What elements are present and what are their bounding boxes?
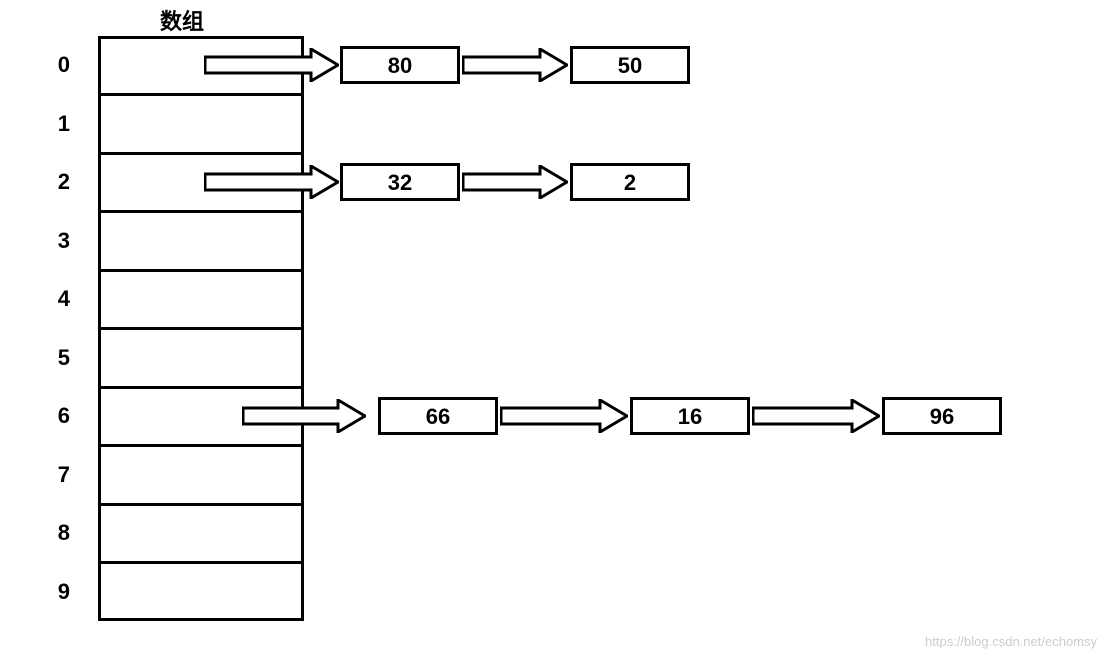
array-divider bbox=[98, 444, 304, 447]
index-label-4: 4 bbox=[40, 286, 70, 312]
list-node: 32 bbox=[340, 163, 460, 201]
list-node: 16 bbox=[630, 397, 750, 435]
index-label-7: 7 bbox=[40, 462, 70, 488]
watermark-text: https://blog.csdn.net/echomsy bbox=[925, 634, 1097, 649]
array-divider bbox=[98, 503, 304, 506]
diagram-container: 数组 0 1 2 3 4 5 6 7 8 9 80 50 32 2 66 16 96 https://blog… bbox=[0, 0, 1107, 657]
list-node: 66 bbox=[378, 397, 498, 435]
array-divider bbox=[98, 561, 304, 564]
index-label-1: 1 bbox=[40, 111, 70, 137]
index-label-2: 2 bbox=[40, 169, 70, 195]
index-label-6: 6 bbox=[40, 403, 70, 429]
list-node: 2 bbox=[570, 163, 690, 201]
array-divider bbox=[98, 210, 304, 213]
array-divider bbox=[98, 327, 304, 330]
index-label-8: 8 bbox=[40, 520, 70, 546]
pointer-arrow bbox=[500, 399, 628, 433]
array-divider bbox=[98, 386, 304, 389]
array-title: 数组 bbox=[160, 4, 204, 36]
array-divider bbox=[98, 93, 304, 96]
index-label-5: 5 bbox=[40, 345, 70, 371]
pointer-arrow bbox=[462, 48, 568, 82]
list-node: 96 bbox=[882, 397, 1002, 435]
pointer-arrow bbox=[204, 48, 339, 82]
array-divider bbox=[98, 152, 304, 155]
array-divider bbox=[98, 269, 304, 272]
pointer-arrow bbox=[204, 165, 339, 199]
pointer-arrow bbox=[752, 399, 880, 433]
pointer-arrow bbox=[462, 165, 568, 199]
index-label-0: 0 bbox=[40, 52, 70, 78]
list-node: 50 bbox=[570, 46, 690, 84]
index-label-3: 3 bbox=[40, 228, 70, 254]
pointer-arrow bbox=[242, 399, 366, 433]
list-node: 80 bbox=[340, 46, 460, 84]
index-label-9: 9 bbox=[40, 579, 70, 605]
